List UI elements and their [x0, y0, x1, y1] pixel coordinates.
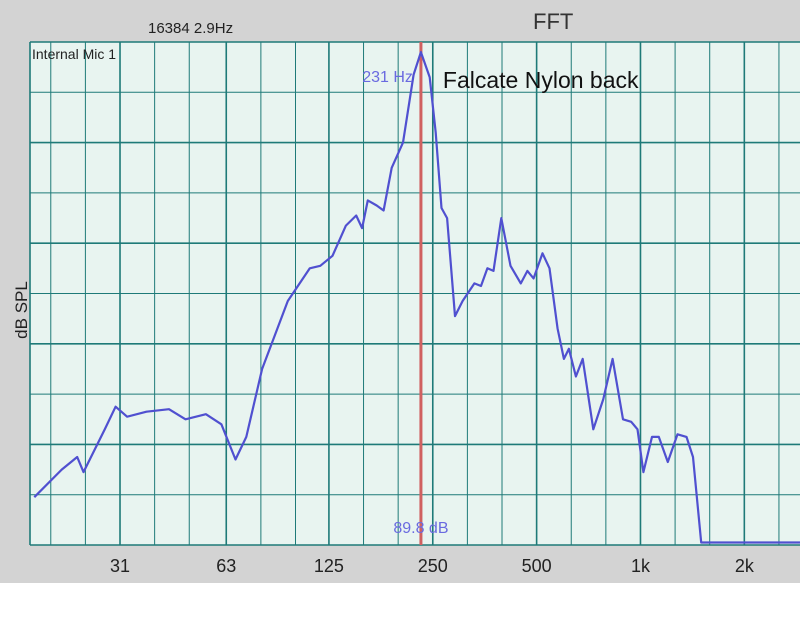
x-tick-label: 500 [522, 556, 552, 576]
x-tick-label: 125 [314, 556, 344, 576]
x-tick-label: 31 [110, 556, 130, 576]
chart-title: FFT [533, 9, 574, 34]
x-tick-label: 250 [418, 556, 448, 576]
chart-annotation: Falcate Nylon back [443, 67, 639, 93]
fft-chart: 31 63 125 250 500 1k 2k 231 Hz 89.8 dB Interna… [29, 41, 800, 576]
x-tick-label: 1k [631, 556, 651, 576]
grid-lines [29, 41, 800, 546]
x-tick-label: 2k [735, 556, 755, 576]
series-line-spectrum [33, 51, 800, 544]
x-tick-label: 63 [216, 556, 236, 576]
x-axis-tick-labels: 31 63 125 250 500 1k 2k [110, 556, 755, 576]
input-source-label: Internal Mic 1 [32, 46, 116, 62]
cursor-frequency-readout: 231 Hz [362, 69, 413, 86]
cursor-level-readout: 89.8 dB [393, 520, 448, 537]
y-axis-label: dB SPL [12, 281, 31, 339]
fft-size-resolution: 16384 2.9Hz [148, 20, 234, 37]
